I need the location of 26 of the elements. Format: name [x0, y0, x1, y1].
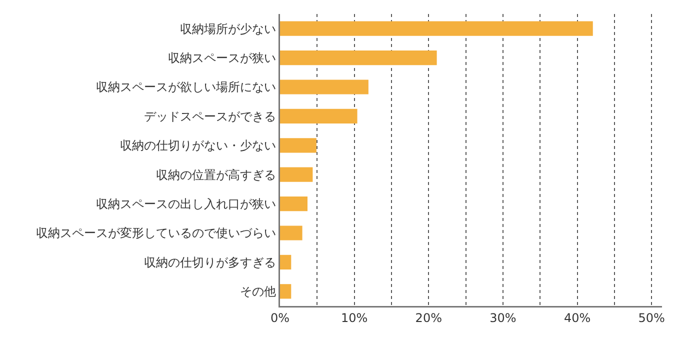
bar — [280, 196, 308, 212]
x-tick-label: 20% — [415, 310, 442, 325]
bar — [280, 80, 368, 94]
bar — [280, 167, 313, 182]
y-tick-label: 収納スペースが欲しい場所にない — [96, 80, 276, 94]
bar — [280, 226, 302, 240]
y-tick-label: その他 — [240, 284, 276, 299]
y-tick-label: 収納の位置が高すぎる — [156, 168, 276, 182]
y-tick-label: 収納場所が少ない — [180, 22, 276, 36]
x-tick-label: 0% — [270, 310, 290, 325]
bar — [280, 108, 358, 124]
y-tick-label: 収納スペースが狭い — [168, 51, 276, 65]
bar — [280, 284, 292, 299]
y-tick-label: デッドスペースができる — [144, 109, 276, 124]
x-tick-label: 40% — [564, 310, 591, 325]
y-tick-label: 収納の仕切りがない・少ない — [120, 138, 276, 153]
y-tick-label: 収納の仕切りが多すぎる — [144, 255, 276, 270]
x-tick-label: 30% — [490, 310, 516, 325]
y-tick-label: 収納スペースの出し入れ口が狭い — [96, 197, 276, 211]
bar — [280, 21, 593, 36]
bar — [280, 50, 437, 66]
x-tick-label: 10% — [340, 310, 368, 325]
x-tick-label: 50% — [638, 310, 665, 325]
bar — [280, 138, 316, 153]
bar — [280, 254, 292, 270]
y-tick-label: 収納スペースが変形しているので使いづらい — [36, 226, 276, 240]
